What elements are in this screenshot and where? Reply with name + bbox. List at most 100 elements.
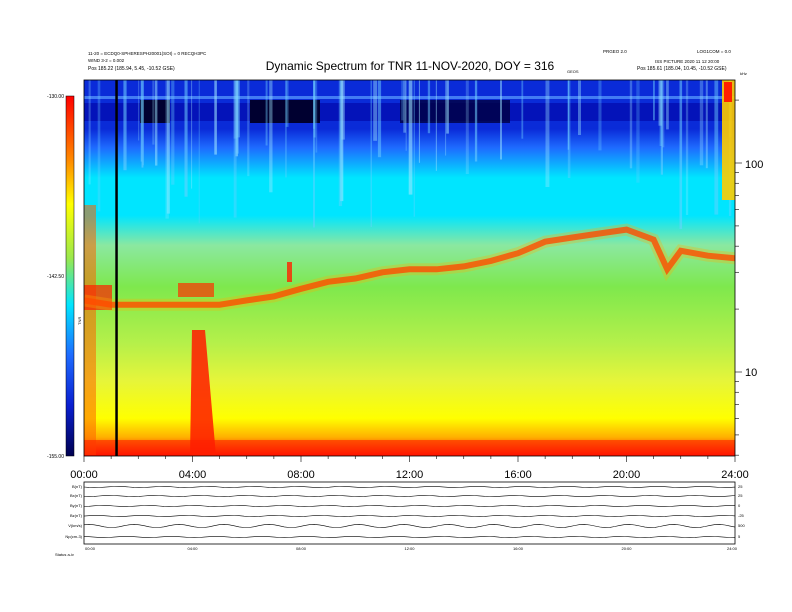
streak bbox=[198, 80, 200, 224]
x-tick-4: 16:00 bbox=[504, 469, 532, 481]
panel-row-right-1: 25 bbox=[738, 493, 743, 498]
panel-row-right-2: 0 bbox=[738, 503, 741, 508]
streak bbox=[285, 80, 287, 178]
streak bbox=[521, 80, 524, 139]
streak bbox=[233, 80, 238, 139]
streak bbox=[446, 80, 449, 134]
streak bbox=[166, 80, 170, 214]
plasma-line-halo bbox=[84, 223, 735, 311]
colorbar-tick-top: -130.00 bbox=[47, 94, 64, 100]
streak bbox=[214, 80, 217, 155]
plasma-line bbox=[84, 226, 735, 308]
streak bbox=[340, 80, 344, 202]
header-right-1: LOG1COM = 0.0 bbox=[697, 49, 731, 54]
header-right-top: PRGEO 2.0 bbox=[603, 49, 627, 54]
colorbar-tick-mid: -142.50 bbox=[47, 274, 64, 280]
streak bbox=[123, 80, 127, 171]
streak bbox=[567, 80, 570, 150]
bottom-tick-2: 08:00 bbox=[296, 546, 307, 551]
panel-row-right-4: 500 bbox=[738, 523, 745, 528]
streak bbox=[403, 80, 406, 133]
streak bbox=[341, 80, 345, 140]
streak bbox=[313, 80, 316, 129]
streak bbox=[235, 80, 238, 157]
header-mid: GEOS bbox=[567, 69, 579, 74]
bottom-tick-6: 24:00 bbox=[727, 546, 738, 551]
streak bbox=[567, 80, 571, 178]
header-right-top2: ISS PICTURE 2020 11 12 20:00 bbox=[655, 59, 720, 64]
streak bbox=[465, 80, 469, 174]
panel-row-label-1: Bx(nT) bbox=[70, 493, 83, 498]
streak bbox=[152, 80, 155, 145]
streak bbox=[660, 80, 663, 175]
chart-title: Dynamic Spectrum for TNR 11-NOV-2020, DO… bbox=[266, 59, 555, 73]
x-tick-5: 20:00 bbox=[613, 469, 641, 481]
x-tick-3: 12:00 bbox=[396, 469, 424, 481]
x-tick-0: 00:00 bbox=[70, 469, 98, 481]
streak bbox=[408, 80, 413, 195]
bottom-tick-5: 20:00 bbox=[621, 546, 632, 551]
bottom-tick-3: 12:00 bbox=[404, 546, 415, 551]
streak bbox=[97, 80, 101, 212]
panel-row-label-5: Np(cm-3) bbox=[65, 534, 82, 539]
streak bbox=[338, 80, 343, 207]
bottom-tick-1: 04:00 bbox=[187, 546, 198, 551]
streak bbox=[370, 80, 372, 227]
streak bbox=[413, 80, 415, 217]
streak bbox=[373, 80, 378, 141]
streak bbox=[313, 80, 315, 228]
streak bbox=[237, 80, 240, 138]
streak bbox=[500, 80, 502, 160]
streak bbox=[184, 80, 188, 197]
streak bbox=[401, 80, 404, 121]
header-left-1: 11-20 = ECDQ0-SPHERESPH20001(SOI) = 0 RE… bbox=[88, 51, 207, 56]
spectrogram bbox=[84, 80, 735, 456]
streak bbox=[269, 80, 273, 193]
streak bbox=[418, 80, 420, 163]
panel-row-label-2: By(nT) bbox=[70, 503, 83, 508]
panel-trace bbox=[83, 486, 736, 488]
streak bbox=[474, 80, 478, 162]
y-tick-100: 100 bbox=[745, 159, 763, 171]
streak bbox=[658, 80, 662, 126]
streak bbox=[699, 80, 704, 166]
panel-row-right-5: 5 bbox=[738, 534, 741, 539]
streak bbox=[714, 80, 719, 215]
lower-panel: B(nT) Bx(nT) By(nT) Bz(nT) V(km/s) Np(cm… bbox=[55, 481, 745, 557]
streak bbox=[155, 80, 158, 166]
panel-trace bbox=[83, 505, 735, 507]
panel-row-label-0: B(nT) bbox=[72, 484, 83, 489]
x-tick-1: 04:00 bbox=[179, 469, 207, 481]
streak bbox=[140, 80, 143, 162]
colorbar-label: TNR bbox=[77, 317, 82, 325]
streak bbox=[377, 80, 382, 158]
streak bbox=[235, 80, 239, 154]
streak bbox=[445, 80, 447, 156]
x-axis: 00:00 04:00 08:00 12:00 16:00 20:00 24:0… bbox=[70, 456, 749, 481]
panel-row-label-3: Bz(nT) bbox=[70, 513, 83, 518]
panel-trace bbox=[83, 536, 736, 538]
streak bbox=[191, 80, 193, 189]
colorbar bbox=[66, 96, 74, 456]
streak bbox=[138, 80, 140, 141]
streak bbox=[679, 80, 683, 229]
y-tick-10: 10 bbox=[745, 367, 757, 379]
streak bbox=[313, 80, 316, 138]
streak bbox=[285, 80, 289, 127]
y-corner-label: kHz bbox=[740, 71, 747, 76]
streak bbox=[165, 80, 169, 219]
streak bbox=[233, 80, 237, 218]
bottom-tick-4: 16:00 bbox=[513, 546, 524, 551]
streak bbox=[435, 80, 437, 171]
streak bbox=[315, 80, 318, 153]
bottom-tick-0: 00:00 bbox=[85, 546, 96, 551]
colorbar-tick-bottom: -155.00 bbox=[47, 454, 64, 460]
streak bbox=[598, 80, 602, 151]
x-tick-6: 24:00 bbox=[721, 469, 749, 481]
streak bbox=[705, 80, 708, 169]
panel-trace bbox=[83, 524, 736, 528]
panel-row-right-0: 25 bbox=[738, 484, 743, 489]
x-tick-2: 08:00 bbox=[287, 469, 315, 481]
streak bbox=[247, 80, 250, 177]
